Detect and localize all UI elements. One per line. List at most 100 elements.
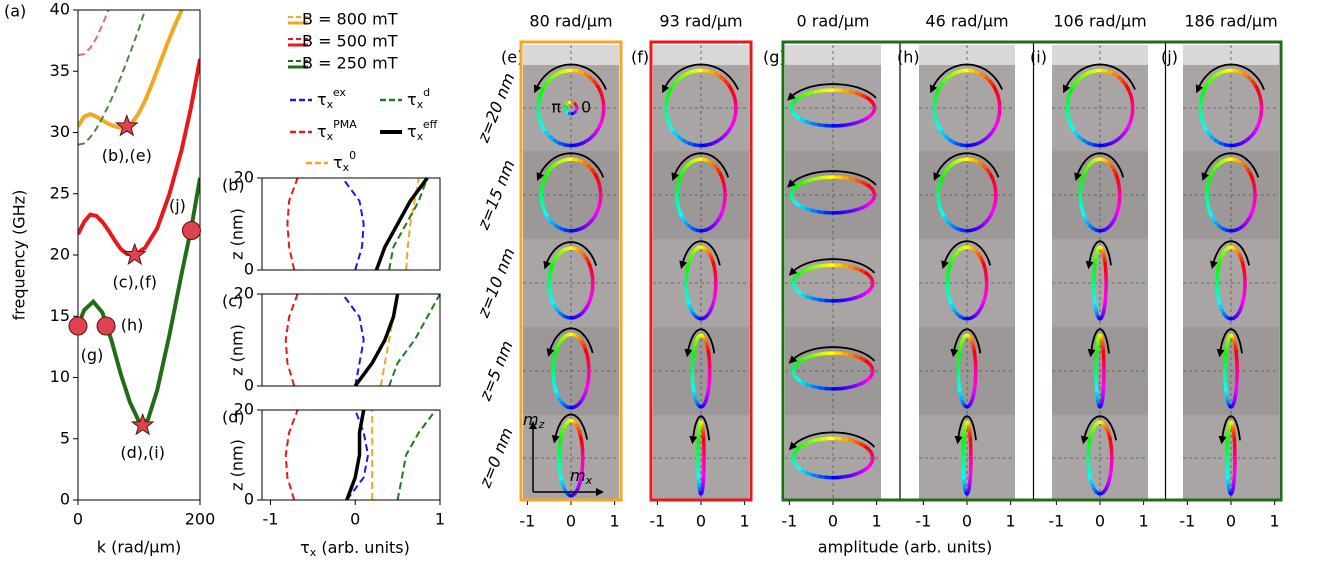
x-tick-label: -1 [1179, 512, 1195, 531]
mx-label: mx [570, 466, 593, 488]
panel-label: (b) [222, 176, 245, 195]
panel-label: (e) [501, 48, 523, 67]
text-part: τ [317, 90, 327, 109]
ellipse-segment [870, 369, 875, 376]
torque-curve [396, 409, 437, 501]
text-part: PMA [333, 118, 357, 131]
x-tick-label: 1 [1139, 512, 1149, 531]
trajectory-ellipse [956, 333, 978, 409]
phase-wheel [570, 100, 575, 105]
precession-arrow [950, 328, 982, 358]
trajectory-ellipse [1205, 157, 1257, 233]
precession-arrow [1216, 328, 1243, 358]
trajectory-ellipse [551, 332, 591, 410]
k-label: 186 rad/µm [1184, 12, 1277, 31]
torque-curve [341, 293, 365, 387]
ellipse-segment [872, 106, 877, 113]
text-part: x [327, 98, 334, 111]
trajectory-ellipse [1094, 333, 1106, 409]
y-axis-label: z (nm) [228, 208, 247, 260]
x-tick-label: 0 [1095, 512, 1105, 531]
k-label: 106 rad/µm [1053, 12, 1146, 31]
trajectory-ellipse [539, 157, 603, 233]
trajectory-ellipse [684, 245, 718, 321]
text-part: z [538, 418, 545, 431]
phase-wheel [567, 100, 572, 105]
star-marker [130, 412, 155, 436]
axes-frame [77, 9, 201, 501]
phase-wheel [574, 104, 579, 109]
point-label: (j) [169, 196, 186, 215]
x-tick-label: 0 [696, 512, 706, 531]
panel-frame [519, 40, 623, 502]
x-axis-label: τx (arb. units) [300, 538, 410, 560]
y-tick-label: 20 [234, 168, 254, 187]
y-tick-label: 20 [234, 284, 254, 303]
precession-arrow [551, 413, 588, 444]
text-part: τ [407, 122, 417, 141]
x-tick-label: 0 [566, 512, 576, 531]
x-tick-label: 1 [740, 512, 750, 531]
precession-arrow [1074, 152, 1125, 182]
y-tick-label: 20 [234, 400, 254, 419]
x-tick-label: 0 [1226, 512, 1236, 531]
trajectory-ellipse [945, 245, 989, 321]
curve [78, 10, 110, 57]
precession-arrow [1195, 63, 1265, 94]
x-tick-label: 1 [435, 510, 445, 529]
y-tick-label: 30 [50, 122, 70, 141]
phase-wheel [564, 101, 570, 107]
torque-curve [286, 177, 299, 271]
y-axis-label: frequency (GHz) [10, 190, 29, 321]
x-tick-label: -1 [262, 510, 278, 529]
top-cap [523, 45, 619, 65]
precession-arrow [787, 170, 877, 188]
phase-wheel [563, 107, 568, 112]
curve [78, 10, 147, 146]
torque-curve [388, 293, 441, 387]
trajectory-ellipse [696, 420, 706, 496]
legend-label: B = 500 mT [302, 32, 398, 51]
mz-label: mz [523, 410, 545, 432]
phase-wheel [567, 111, 572, 116]
k-label: 46 rad/µm [925, 12, 1008, 31]
ellipse-segment [872, 193, 877, 200]
trajectory-ellipse [1223, 333, 1239, 409]
precession-arrow [1080, 415, 1117, 445]
panel-label: (j) [1161, 48, 1178, 67]
phase-wheel [563, 104, 568, 109]
trajectory-ellipse [932, 68, 1002, 148]
x-tick-label: 1 [1006, 512, 1016, 531]
text-part: τ [407, 90, 417, 109]
legend-label: B = 250 mT [302, 54, 398, 73]
y-tick-label: 0 [244, 260, 254, 279]
k-label: 80 rad/µm [529, 12, 612, 31]
y-tick-label: 40 [50, 0, 70, 19]
text-part: (arb. units) [316, 538, 410, 557]
phase-wheel [572, 109, 578, 115]
text-part: x [343, 161, 350, 174]
panel-label: (h) [897, 48, 920, 67]
precession-arrow [954, 415, 977, 445]
ellipse-segment [601, 105, 606, 117]
trajectory-ellipse [1225, 420, 1237, 496]
top-cap [1183, 45, 1279, 65]
top-cap [1052, 45, 1148, 65]
legend-label: τx0 [333, 149, 356, 174]
torque-curve [388, 177, 429, 271]
point-label: (h) [121, 316, 144, 335]
point-label: (d),(i) [120, 443, 165, 462]
torque-curve [374, 176, 429, 271]
trajectory-ellipse [664, 68, 738, 148]
precession-arrow [1085, 240, 1112, 270]
axes-frame [261, 177, 441, 271]
y-tick-label: 0 [244, 490, 254, 509]
legend-label: τxd [407, 86, 430, 111]
ellipse-segment [870, 456, 875, 464]
text-part: eff [423, 118, 438, 131]
precession-arrow [546, 327, 594, 357]
precession-arrow [1087, 328, 1110, 358]
